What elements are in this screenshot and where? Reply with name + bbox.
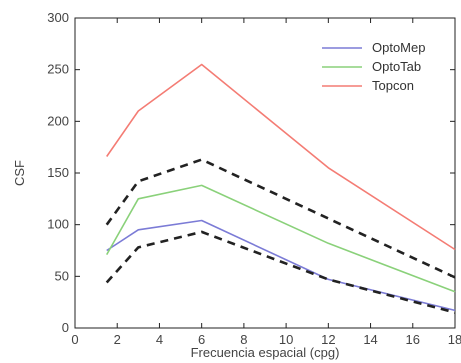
- x-tick-label: 16: [406, 332, 420, 347]
- x-tick-label: 4: [156, 332, 163, 347]
- y-tick-label: 250: [47, 62, 69, 77]
- y-tick-label: 300: [47, 10, 69, 25]
- x-tick-label: 8: [240, 332, 247, 347]
- x-axis-label: Frecuencia espacial (cpg): [191, 345, 340, 360]
- x-tick-label: 12: [321, 332, 335, 347]
- series-line-optotab: [106, 184, 456, 293]
- series-line-optomep: [106, 219, 456, 312]
- x-tick-label: 10: [279, 332, 293, 347]
- legend-label-optomep: OptoMep: [372, 40, 425, 55]
- y-tick-label: 50: [55, 268, 69, 283]
- y-tick-label: 200: [47, 113, 69, 128]
- y-tick-label: 150: [47, 165, 69, 180]
- y-axis-label: CSF: [12, 160, 27, 186]
- x-tick-label: 14: [363, 332, 377, 347]
- y-tick-label: 100: [47, 217, 69, 232]
- dashed-bound-line-3: [105, 158, 456, 279]
- x-tick-label: 18: [448, 332, 461, 347]
- x-tick-label: 0: [71, 332, 78, 347]
- x-tick-label: 6: [198, 332, 205, 347]
- x-tick-label: 2: [114, 332, 121, 347]
- y-tick-label: 0: [62, 320, 69, 335]
- legend-label-topcon: Topcon: [372, 78, 414, 93]
- dashed-bound-line-4: [105, 230, 456, 314]
- legend-label-optotab: OptoTab: [372, 59, 421, 74]
- series-line-topcon: [106, 63, 456, 251]
- plot-area: [74, 17, 456, 329]
